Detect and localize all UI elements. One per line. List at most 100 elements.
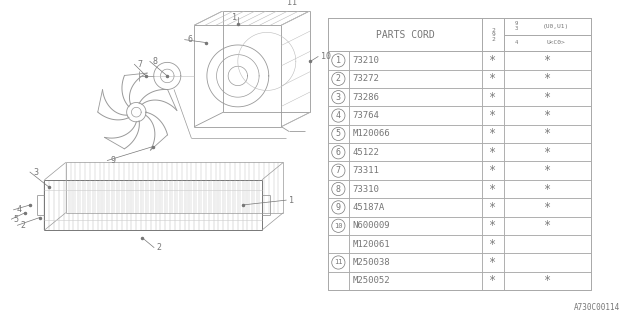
Text: A730C00114: A730C00114 bbox=[573, 303, 620, 312]
Bar bbox=[483, 143, 504, 162]
Bar bbox=[483, 217, 504, 235]
Text: *: * bbox=[490, 127, 497, 140]
Text: 2
9
2: 2 9 2 bbox=[491, 28, 495, 42]
Bar bbox=[483, 235, 504, 253]
Bar bbox=[483, 88, 504, 106]
Bar bbox=[504, 198, 591, 217]
Text: *: * bbox=[490, 109, 497, 122]
Text: *: * bbox=[543, 146, 551, 159]
Text: 73311: 73311 bbox=[353, 166, 380, 175]
Bar bbox=[328, 70, 349, 88]
Bar bbox=[328, 88, 349, 106]
Text: 8: 8 bbox=[336, 185, 341, 194]
Bar bbox=[504, 217, 591, 235]
Bar bbox=[483, 125, 504, 143]
Text: 1: 1 bbox=[289, 196, 294, 204]
Bar bbox=[328, 272, 349, 290]
Bar bbox=[349, 88, 483, 106]
Bar bbox=[504, 18, 591, 35]
Text: 73272: 73272 bbox=[353, 74, 380, 83]
Bar bbox=[504, 125, 591, 143]
Bar bbox=[483, 18, 504, 51]
Bar bbox=[328, 125, 349, 143]
Bar bbox=[504, 272, 591, 290]
Text: M120066: M120066 bbox=[353, 129, 390, 139]
Text: 1: 1 bbox=[336, 56, 341, 65]
Text: M250052: M250052 bbox=[353, 276, 390, 285]
Bar bbox=[328, 162, 349, 180]
Text: 4: 4 bbox=[336, 111, 341, 120]
Text: 3: 3 bbox=[336, 93, 341, 102]
Bar bbox=[504, 51, 591, 70]
Text: *: * bbox=[490, 91, 497, 104]
Bar bbox=[349, 51, 483, 70]
Text: PARTS CORD: PARTS CORD bbox=[376, 30, 435, 40]
Text: *: * bbox=[490, 164, 497, 177]
Text: M120061: M120061 bbox=[353, 240, 390, 249]
Bar bbox=[504, 180, 591, 198]
Text: 3: 3 bbox=[33, 168, 38, 177]
Bar bbox=[328, 51, 349, 70]
Bar bbox=[349, 162, 483, 180]
Text: 5: 5 bbox=[13, 215, 19, 224]
Text: *: * bbox=[490, 72, 497, 85]
Text: 73310: 73310 bbox=[353, 185, 380, 194]
Text: *: * bbox=[490, 182, 497, 196]
Text: 7: 7 bbox=[138, 60, 142, 69]
Bar bbox=[328, 143, 349, 162]
Text: 9: 9 bbox=[336, 203, 341, 212]
Bar bbox=[349, 198, 483, 217]
Bar bbox=[483, 198, 504, 217]
Text: *: * bbox=[543, 109, 551, 122]
Bar bbox=[483, 70, 504, 88]
Text: M250038: M250038 bbox=[353, 258, 390, 267]
Text: *: * bbox=[543, 219, 551, 232]
Text: 4: 4 bbox=[17, 205, 22, 214]
Text: 73210: 73210 bbox=[353, 56, 380, 65]
Text: *: * bbox=[543, 72, 551, 85]
Bar bbox=[349, 235, 483, 253]
Text: 73286: 73286 bbox=[353, 93, 380, 102]
Text: *: * bbox=[543, 91, 551, 104]
Text: 1: 1 bbox=[232, 13, 237, 22]
Bar bbox=[483, 162, 504, 180]
Bar bbox=[349, 272, 483, 290]
Text: 10: 10 bbox=[321, 52, 331, 61]
Text: 11: 11 bbox=[287, 0, 297, 7]
Bar bbox=[349, 143, 483, 162]
Text: *: * bbox=[490, 146, 497, 159]
Text: 6: 6 bbox=[336, 148, 341, 157]
Bar bbox=[504, 253, 591, 272]
Text: *: * bbox=[543, 201, 551, 214]
Text: 4: 4 bbox=[515, 40, 518, 45]
Text: 45187A: 45187A bbox=[353, 203, 385, 212]
Bar bbox=[504, 35, 591, 51]
Bar bbox=[504, 70, 591, 88]
Text: *: * bbox=[490, 201, 497, 214]
Text: 11: 11 bbox=[334, 260, 342, 266]
Text: *: * bbox=[543, 182, 551, 196]
Bar bbox=[328, 106, 349, 125]
Bar bbox=[349, 217, 483, 235]
Bar bbox=[349, 253, 483, 272]
Bar bbox=[328, 198, 349, 217]
Bar bbox=[328, 18, 483, 51]
Text: 2: 2 bbox=[336, 74, 341, 83]
Text: 7: 7 bbox=[336, 166, 341, 175]
Bar bbox=[349, 70, 483, 88]
Text: (U0,U1): (U0,U1) bbox=[543, 24, 569, 28]
Text: *: * bbox=[543, 54, 551, 67]
Bar bbox=[504, 235, 591, 253]
Bar bbox=[504, 162, 591, 180]
Text: *: * bbox=[490, 274, 497, 287]
Text: U<C0>: U<C0> bbox=[547, 40, 565, 45]
Bar bbox=[349, 125, 483, 143]
Text: *: * bbox=[490, 54, 497, 67]
Text: *: * bbox=[543, 164, 551, 177]
Text: *: * bbox=[543, 274, 551, 287]
Text: *: * bbox=[543, 127, 551, 140]
Bar bbox=[328, 180, 349, 198]
Text: 45122: 45122 bbox=[353, 148, 380, 157]
Text: *: * bbox=[490, 238, 497, 251]
Text: 10: 10 bbox=[334, 223, 342, 229]
